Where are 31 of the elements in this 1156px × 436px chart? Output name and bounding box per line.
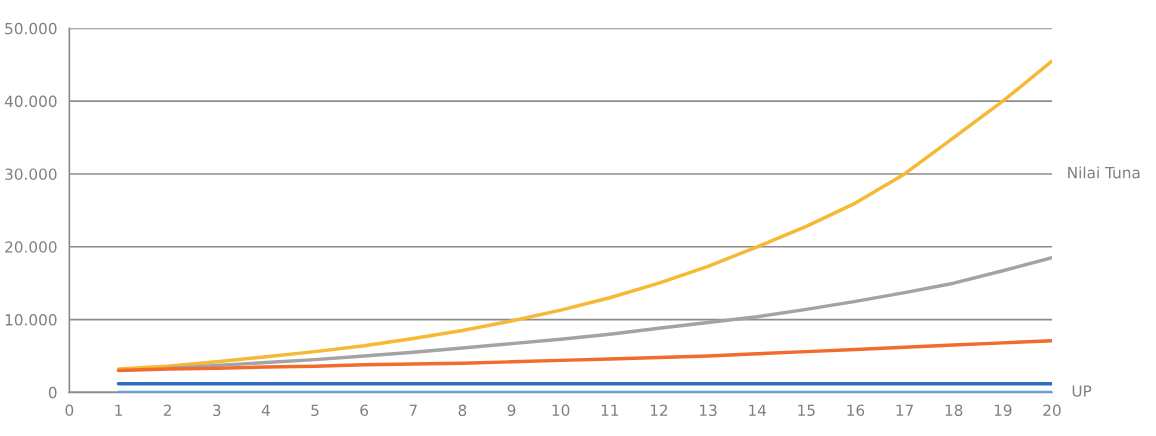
x-tick-label: 8 xyxy=(458,404,467,417)
x-tick-label: 20 xyxy=(1043,404,1061,417)
x-tick-label: 10 xyxy=(552,404,570,417)
y-tick-label: 0 xyxy=(48,386,57,399)
x-tick-label: 7 xyxy=(409,404,417,416)
x-tick-label: 19 xyxy=(994,404,1012,417)
x-tick-label: 4 xyxy=(261,404,270,416)
y-tick-label: 20.000 xyxy=(5,241,57,253)
x-tick-label: 16 xyxy=(847,404,865,417)
x-tick-label: 1 xyxy=(115,404,122,416)
text: Nilai Tuna xyxy=(1068,166,1140,179)
series-label: UP xyxy=(1072,385,1092,397)
y-tick-label: 50.000 xyxy=(5,22,57,35)
x-tick-label: 2 xyxy=(163,404,171,416)
x-tick-label: 11 xyxy=(601,404,619,416)
y-tick-label: 30.000 xyxy=(5,168,57,180)
x-tick-label: 13 xyxy=(700,404,717,417)
x-tick-label: 17 xyxy=(896,404,913,416)
line-series xyxy=(116,338,1052,373)
x-tick-label: 14 xyxy=(749,404,767,416)
x-tick-label: 18 xyxy=(945,404,963,417)
y-tick-label: 10.000 xyxy=(5,314,57,326)
x-tick-label: 0 xyxy=(65,404,74,417)
line-series xyxy=(116,59,1052,371)
x-tick-label: 3 xyxy=(213,404,221,417)
x-tick-label: 9 xyxy=(507,404,516,417)
y-tick-label: 40.000 xyxy=(4,95,57,108)
x-tick-label: 12 xyxy=(650,404,668,416)
x-tick-label: 15 xyxy=(798,404,815,417)
x-tick-label: 6 xyxy=(360,404,369,417)
x-tick-label: 5 xyxy=(311,404,319,417)
